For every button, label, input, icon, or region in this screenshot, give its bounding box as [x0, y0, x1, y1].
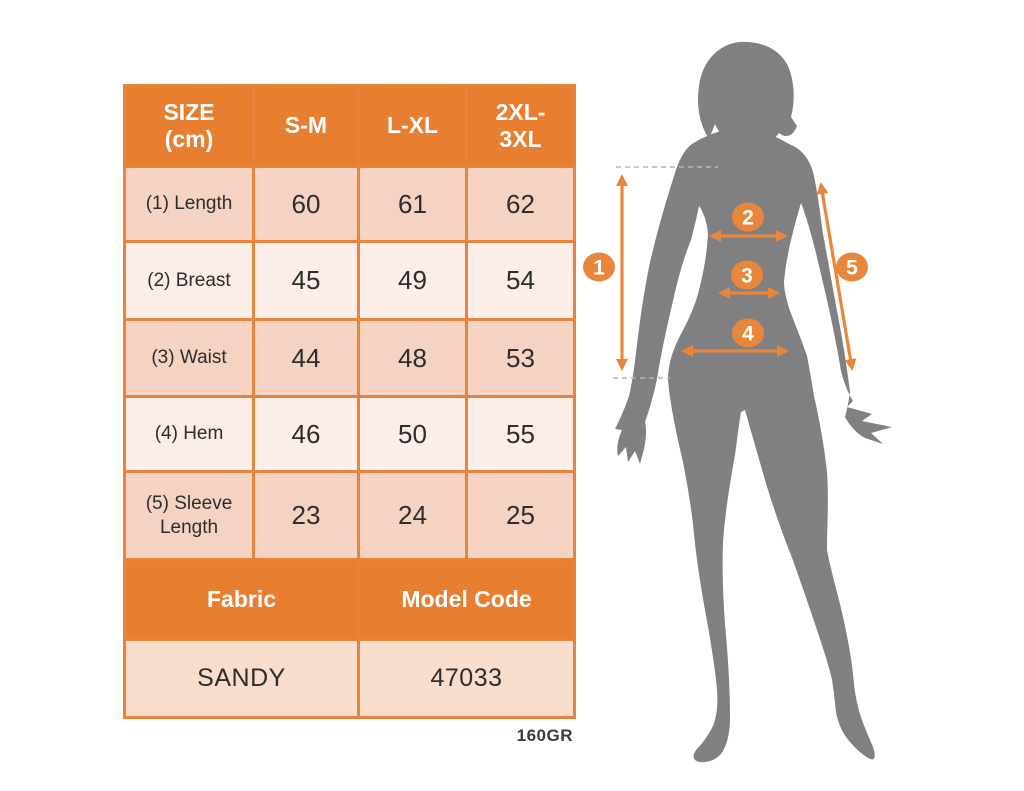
hem-l-xl: 50 [357, 395, 468, 473]
table-header-row: SIZE (cm) S-M L-XL 2XL-3XL [123, 84, 576, 168]
sleeve-arrow [816, 182, 857, 371]
waist-2xl-3xl: 53 [465, 318, 576, 398]
table-row-hem: (4) Hem 46 50 55 [123, 395, 576, 473]
row-label-hem: (4) Hem [123, 395, 255, 473]
waist-l-xl: 48 [357, 318, 468, 398]
breast-2xl-3xl: 54 [465, 240, 576, 321]
weight-note: 160GR [516, 726, 573, 745]
table-row-breast: (2) Breast 45 49 54 [123, 240, 576, 321]
model-code-value: 47033 [357, 638, 576, 719]
col-header-2xl-3xl: 2XL-3XL [465, 84, 576, 168]
silhouette-body [615, 126, 892, 763]
fabric-header: Fabric [123, 558, 360, 641]
col-header-s-m: S-M [252, 84, 360, 168]
col-header-size: SIZE (cm) [123, 84, 255, 168]
row-label-waist: (3) Waist [123, 318, 255, 398]
length-2xl-3xl: 62 [465, 165, 576, 243]
table-footer-value-row: SANDY 47033 [123, 638, 576, 719]
row-label-length: (1) Length [123, 165, 255, 243]
table-row-length: (1) Length 60 61 62 [123, 165, 576, 243]
size-chart-table: SIZE (cm) S-M L-XL 2XL-3XL (1) Length 60… [123, 84, 576, 719]
marker-4: 4 [732, 318, 764, 348]
row-label-sleeve: (5) Sleeve Length [123, 470, 255, 561]
row-label-breast: (2) Breast [123, 240, 255, 321]
model-code-header: Model Code [357, 558, 576, 641]
breast-l-xl: 49 [357, 240, 468, 321]
marker-2: 2 [732, 202, 764, 232]
length-guide-dashes [613, 166, 718, 379]
silhouette-head [698, 41, 797, 150]
svg-text:2: 2 [742, 207, 754, 230]
svg-text:4: 4 [742, 323, 754, 346]
hem-2xl-3xl: 55 [465, 395, 576, 473]
table-footer-header-row: Fabric Model Code [123, 558, 576, 641]
waist-s-m: 44 [252, 318, 360, 398]
sleeve-s-m: 23 [252, 470, 360, 561]
col-header-l-xl: L-XL [357, 84, 468, 168]
length-l-xl: 61 [357, 165, 468, 243]
fabric-value: SANDY [123, 638, 360, 719]
sleeve-l-xl: 24 [357, 470, 468, 561]
breast-s-m: 45 [252, 240, 360, 321]
length-s-m: 60 [252, 165, 360, 243]
measurement-figure: 1 2 3 4 5 [583, 41, 892, 763]
marker-1: 1 [583, 252, 615, 282]
svg-text:5: 5 [846, 257, 858, 280]
svg-text:1: 1 [593, 257, 605, 280]
svg-text:3: 3 [741, 265, 753, 288]
marker-3: 3 [731, 260, 763, 290]
marker-5: 5 [836, 252, 868, 282]
measure-arrows [616, 174, 857, 371]
sleeve-2xl-3xl: 25 [465, 470, 576, 561]
table-row-waist: (3) Waist 44 48 53 [123, 318, 576, 398]
hem-s-m: 46 [252, 395, 360, 473]
table-row-sleeve: (5) Sleeve Length 23 24 25 [123, 470, 576, 561]
